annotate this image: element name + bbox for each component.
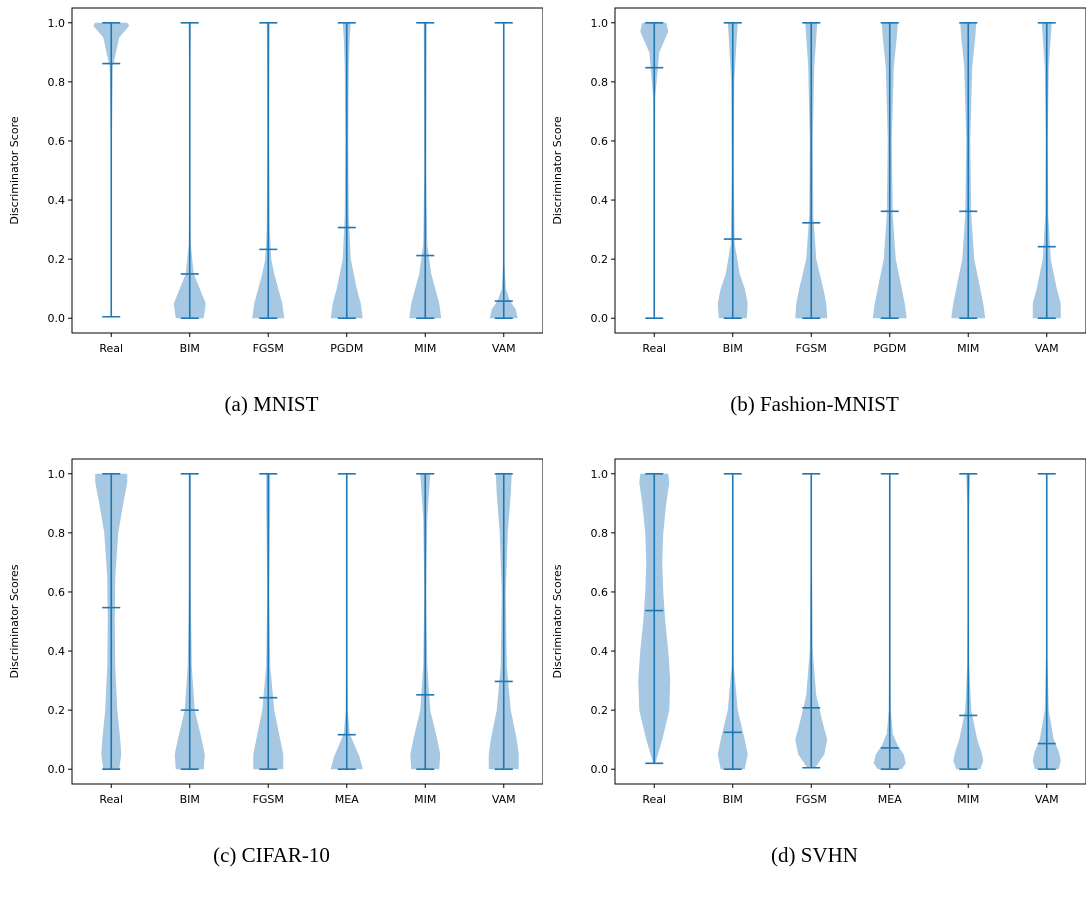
y-tick-label: 0.0: [48, 763, 66, 776]
panel-b: 0.0 0.2 0.4 0.6 0.8 1.0 Discriminator Score Rea…: [543, 0, 1086, 451]
x-tick-label: VAM: [492, 793, 516, 806]
caption-b: (b) Fashion-MNIST: [730, 392, 899, 416]
y-tick-label: 0.2: [48, 704, 66, 717]
y-tick-label: 0.4: [591, 645, 609, 658]
y-tick-label: 1.0: [591, 17, 609, 30]
y-tick-label: 1.0: [591, 468, 609, 481]
x-tick-label: MIM: [414, 342, 436, 355]
caption-c: (c) CIFAR-10: [213, 843, 330, 867]
x-tick-label: BIM: [180, 793, 200, 806]
x-tick-label: FGSM: [253, 342, 284, 355]
caption-a: (a) MNIST: [224, 392, 319, 416]
y-tick-label: 0.8: [48, 527, 66, 540]
x-tick-label: Real: [642, 342, 666, 355]
x-tick-label: MIM: [957, 342, 979, 355]
violin-chart-d: 0.0 0.2 0.4 0.6 0.8 1.0 Discriminator Scores Re…: [551, 458, 1086, 806]
y-tick-label: 0.6: [591, 135, 609, 148]
caption-d: (d) SVHN: [771, 843, 858, 867]
x-tick-label: BIM: [723, 342, 743, 355]
y-tick-label: 1.0: [48, 468, 66, 481]
x-tick-label: VAM: [1035, 342, 1059, 355]
y-axis-label: Discriminator Scores: [8, 564, 21, 678]
y-tick-label: 0.6: [48, 135, 66, 148]
x-tick-label: Real: [99, 793, 123, 806]
y-axis-label: Discriminator Scores: [551, 564, 564, 678]
violin-chart-c: 0.0 0.2 0.4 0.6 0.8 1.0 Discriminator Scores Re…: [8, 458, 543, 806]
y-tick-label: 0.0: [591, 312, 609, 325]
x-tick-label: PGDM: [330, 342, 363, 355]
y-tick-label: 0.6: [591, 586, 609, 599]
plot-frame: [71, 458, 543, 785]
x-tick-label: BIM: [723, 793, 743, 806]
y-tick-label: 0.4: [591, 194, 609, 207]
y-axis-label: Discriminator Score: [551, 116, 564, 224]
y-tick-label: 0.0: [591, 763, 609, 776]
panel-a: 0.0 0.2 0.4 0.6 0.8 1.0 Discriminator Score Rea…: [0, 0, 543, 451]
y-tick-label: 0.2: [591, 253, 609, 266]
x-tick-label: MEA: [335, 793, 359, 806]
plot-frame: [614, 458, 1086, 785]
x-tick-label: FGSM: [253, 793, 284, 806]
y-tick-label: 0.2: [591, 704, 609, 717]
y-tick-label: 0.0: [48, 312, 66, 325]
x-tick-label: VAM: [492, 342, 516, 355]
plot-frame: [71, 7, 543, 334]
x-tick-label: FGSM: [796, 793, 827, 806]
y-tick-label: 0.4: [48, 645, 66, 658]
y-tick-label: 0.4: [48, 194, 66, 207]
y-tick-label: 1.0: [48, 17, 66, 30]
y-tick-label: 0.8: [591, 527, 609, 540]
y-tick-label: 0.6: [48, 586, 66, 599]
x-tick-label: Real: [642, 793, 666, 806]
x-tick-label: FGSM: [796, 342, 827, 355]
x-tick-label: BIM: [180, 342, 200, 355]
y-axis-label: Discriminator Score: [8, 116, 21, 224]
violin-chart-b: 0.0 0.2 0.4 0.6 0.8 1.0 Discriminator Score Rea…: [551, 7, 1086, 355]
violin-chart-a: 0.0 0.2 0.4 0.6 0.8 1.0 Discriminator Score Rea…: [8, 7, 543, 355]
x-tick-label: MIM: [414, 793, 436, 806]
x-tick-label: MEA: [878, 793, 902, 806]
x-tick-label: PGDM: [873, 342, 906, 355]
y-tick-label: 0.8: [591, 76, 609, 89]
x-tick-label: Real: [99, 342, 123, 355]
y-tick-label: 0.2: [48, 253, 66, 266]
y-tick-label: 0.8: [48, 76, 66, 89]
x-tick-label: MIM: [957, 793, 979, 806]
x-tick-label: VAM: [1035, 793, 1059, 806]
panel-c: 0.0 0.2 0.4 0.6 0.8 1.0 Discriminator Scores Re…: [0, 451, 543, 902]
plot-frame: [614, 7, 1086, 334]
panel-d: 0.0 0.2 0.4 0.6 0.8 1.0 Discriminator Scores Re…: [543, 451, 1086, 902]
